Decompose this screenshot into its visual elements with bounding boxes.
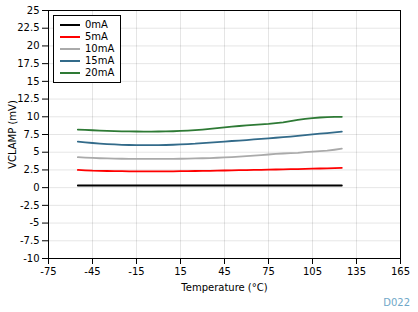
svg-text:20: 20 [27,40,40,51]
svg-text:-75: -75 [40,266,56,277]
svg-text:Temperature (°C): Temperature (°C) [180,282,267,293]
html-text:D022: D022 [383,297,410,308]
svg-text:0: 0 [33,182,39,193]
html-text:0mA: 0mA [85,19,108,30]
svg-text:5: 5 [33,146,39,157]
svg-text:10: 10 [27,111,40,122]
svg-text:25: 25 [27,5,40,16]
svg-text:VCLAMP (mV): VCLAMP (mV) [7,100,18,169]
svg-text:-5: -5 [30,217,40,228]
svg-text:75: 75 [262,266,275,277]
html-text:20mA: 20mA [85,67,115,78]
svg-text:135: 135 [347,266,366,277]
svg-text:-7.5: -7.5 [20,235,40,246]
svg-text:12.5: 12.5 [17,93,39,104]
svg-text:2.5: 2.5 [24,164,40,175]
html-text:5mA: 5mA [85,31,108,42]
svg-text:7.5: 7.5 [24,129,40,140]
svg-text:17.5: 17.5 [17,58,39,69]
svg-text:-45: -45 [84,266,100,277]
svg-text:165: 165 [391,266,410,277]
svg-text:22.5: 22.5 [17,22,39,33]
html-text:15mA: 15mA [85,55,115,66]
svg-text:15: 15 [27,76,40,87]
svg-text:15: 15 [174,266,187,277]
html-text:10mA: 10mA [85,43,115,54]
svg-text:-2.5: -2.5 [20,200,40,211]
svg-text:45: 45 [218,266,231,277]
svg-text:-15: -15 [128,266,144,277]
svg-text:-10: -10 [23,253,39,264]
svg-text:105: 105 [303,266,322,277]
